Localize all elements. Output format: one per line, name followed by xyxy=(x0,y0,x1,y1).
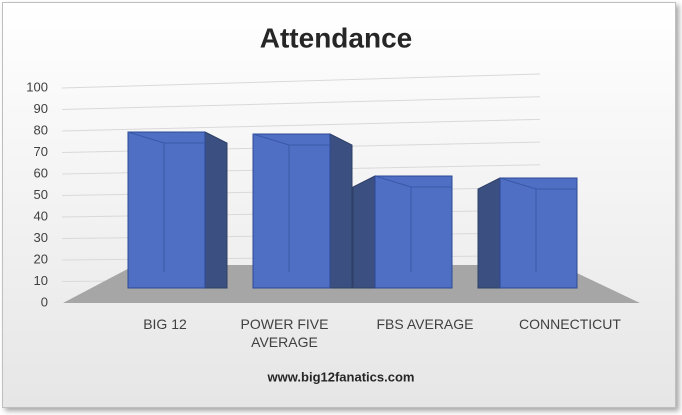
grid-line xyxy=(61,96,541,110)
grid-line xyxy=(61,73,541,89)
grid-line xyxy=(61,118,541,132)
bar-side xyxy=(329,133,353,289)
x-tick-label: BIG 12 xyxy=(143,316,187,332)
x-tick-label: CONNECTICUT xyxy=(519,316,621,332)
bar xyxy=(127,131,206,289)
y-tick-label: 90 xyxy=(34,101,48,116)
x-tick-label: FBS AVERAGE xyxy=(376,316,474,332)
bar-side xyxy=(477,177,501,289)
x-tick-label: POWER FIVE AVERAGE xyxy=(240,316,329,350)
y-tick-label: 60 xyxy=(34,165,48,180)
y-tick-label: 70 xyxy=(34,144,48,159)
y-tick-label: 10 xyxy=(34,273,48,288)
y-tick-label: 100 xyxy=(26,79,48,94)
bar xyxy=(499,177,578,289)
y-tick-label: 30 xyxy=(34,230,48,245)
bar-side xyxy=(204,131,228,289)
chart-title: Attendance xyxy=(260,22,412,53)
y-tick-label: 0 xyxy=(41,294,48,309)
footer: www.big12fanatics.com xyxy=(267,369,415,384)
y-tick-label: 40 xyxy=(34,208,48,223)
y-tick-label: 20 xyxy=(34,251,48,266)
bar xyxy=(252,133,331,289)
bar xyxy=(374,175,453,289)
bar-side xyxy=(352,175,376,289)
y-tick-label: 80 xyxy=(34,122,48,137)
y-tick-label: 50 xyxy=(34,187,48,202)
